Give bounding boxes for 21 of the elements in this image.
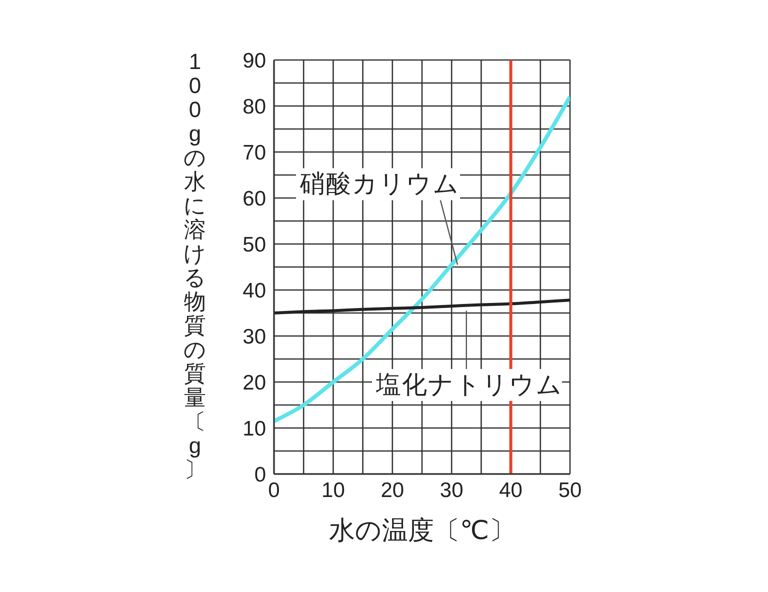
x-axis-title: 水の温度〔℃〕 <box>328 514 516 547</box>
x-tick-label: 20 <box>380 478 404 502</box>
y-tick-label: 0 <box>254 463 266 486</box>
y-tick-label: 80 <box>242 95 266 118</box>
y-tick-label: 50 <box>242 233 266 256</box>
x-tick-label: 40 <box>499 478 522 502</box>
series-label: 硝酸カリウム <box>299 170 460 198</box>
text: 100gの水に溶ける物質の質量〔g〕 <box>184 49 206 482</box>
y-tick-label: 70 <box>242 141 266 164</box>
line-series <box>274 94 570 424</box>
text: 塩化ナトリウム <box>375 370 563 399</box>
y-tick-label: 20 <box>242 371 266 394</box>
x-tick-label: 10 <box>322 478 345 502</box>
x-tick-label: 50 <box>558 478 582 502</box>
x-tick-label: 30 <box>440 478 464 502</box>
y-tick-label: 40 <box>242 279 266 302</box>
y-tick-label: 30 <box>242 325 266 348</box>
line-series <box>274 298 570 314</box>
y-tick-label: 60 <box>242 187 266 210</box>
y-tick-label: 90 <box>242 49 266 72</box>
y-tick-label: 10 <box>242 417 266 440</box>
